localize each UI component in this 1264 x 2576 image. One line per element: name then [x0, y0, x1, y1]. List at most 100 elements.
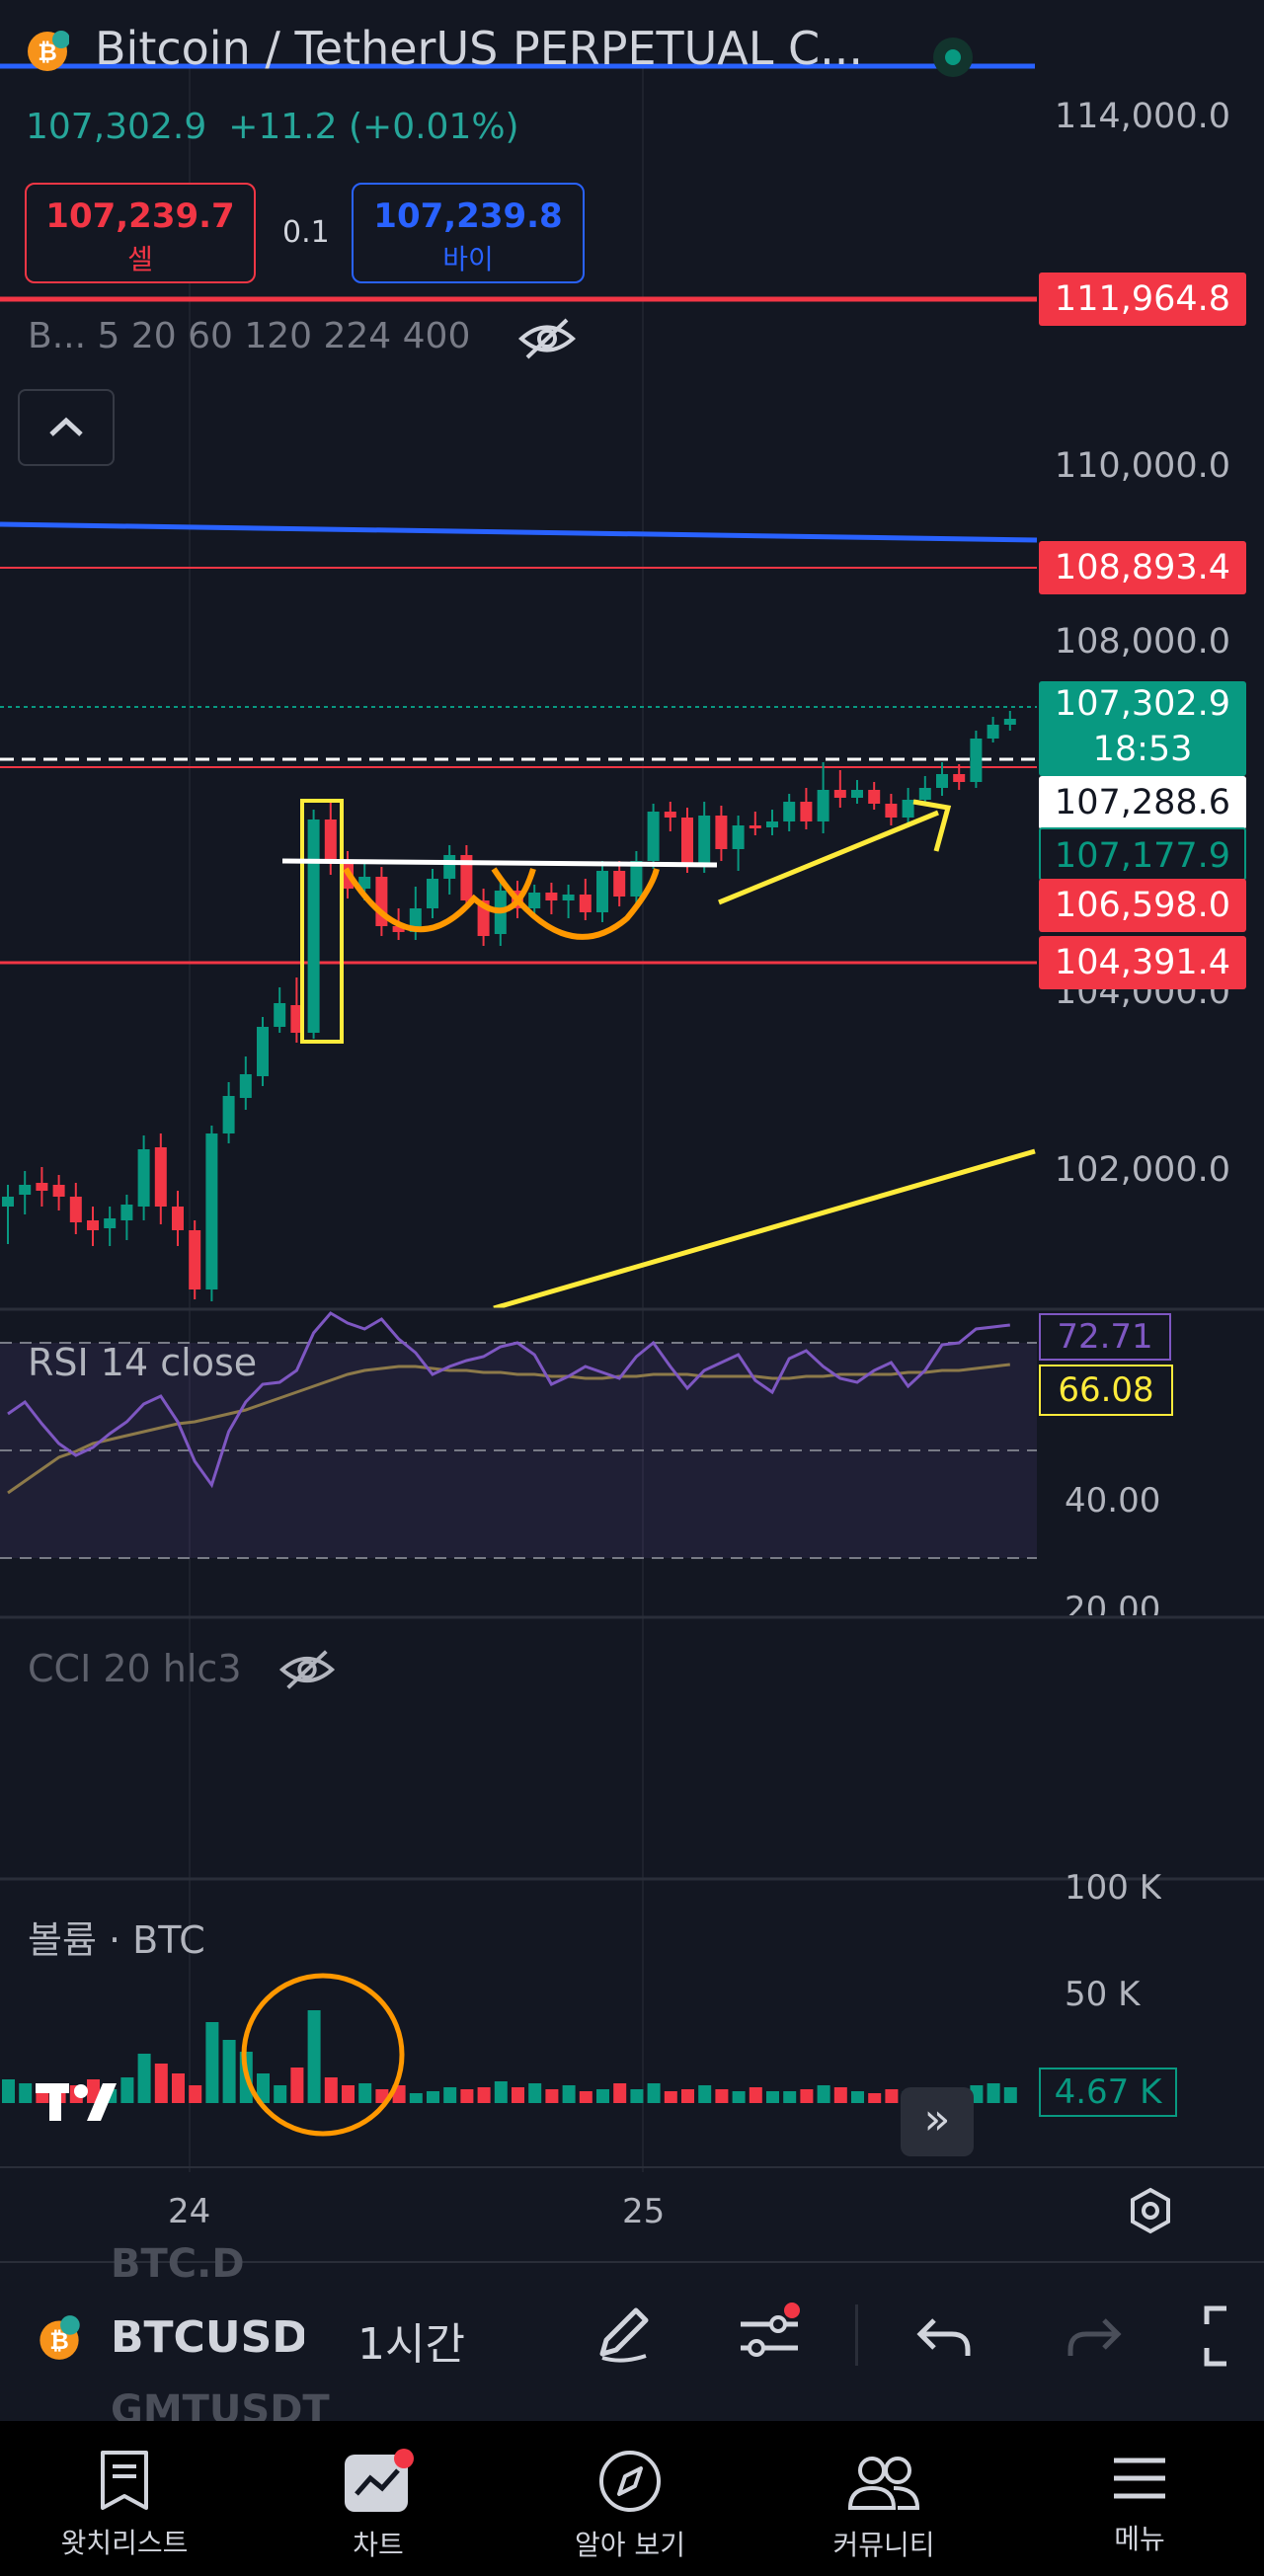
- volume-label[interactable]: 볼륨 · BTC: [28, 1918, 205, 1962]
- cci-label[interactable]: CCI 20 hlc3: [28, 1647, 242, 1690]
- candle-body: [902, 800, 914, 818]
- volume-bar: [443, 2087, 457, 2103]
- candle-body: [545, 893, 558, 900]
- volume-bar: [409, 2093, 423, 2103]
- highlight-box: [300, 799, 344, 1044]
- chart-toolbar: [0, 2261, 1264, 2423]
- settings-hex-icon[interactable]: [1126, 2186, 1175, 2239]
- volume-bar: [172, 2073, 185, 2103]
- candle-body: [52, 1185, 65, 1197]
- rsi-axis-label: 40.00: [1065, 1481, 1161, 1521]
- candle-body: [120, 1205, 133, 1220]
- blue-trend-line: [0, 521, 1038, 543]
- candle-body: [817, 790, 830, 821]
- level-price-tag[interactable]: 107,177.9: [1039, 827, 1246, 881]
- volume-bar: [749, 2087, 762, 2103]
- candle-body: [664, 812, 676, 818]
- volume-bar: [512, 2087, 524, 2103]
- price-axis-label: 108,000.0: [1054, 622, 1230, 662]
- nav-community[interactable]: 커뮤니티: [785, 2449, 983, 2563]
- eye-hidden-icon[interactable]: [517, 316, 577, 365]
- volume-bar: [222, 2040, 236, 2103]
- volume-bar: [1003, 2087, 1017, 2103]
- candle-body: [681, 818, 693, 863]
- bitcoin-icon: ₿: [26, 30, 70, 73]
- last-price-tag: 107,302.9 18:53: [1039, 681, 1246, 776]
- volume-bar: [2, 2079, 15, 2103]
- undo-icon[interactable]: [912, 2306, 976, 2370]
- rsi-label[interactable]: RSI 14 close: [28, 1341, 258, 1384]
- candle-body: [698, 816, 711, 863]
- candle-body: [613, 871, 626, 897]
- candle-body: [630, 861, 643, 897]
- nav-menu[interactable]: 메뉴: [1041, 2449, 1238, 2557]
- sell-button[interactable]: 107,239.7 셀: [25, 183, 256, 283]
- volume-bar: [307, 2010, 321, 2103]
- yellow-trend-line: [493, 1148, 1036, 1311]
- volume-bar: [189, 2085, 202, 2103]
- collapse-legend-button[interactable]: [18, 389, 115, 466]
- eye-hidden-icon[interactable]: [278, 1647, 336, 1696]
- sell-label: 셀: [127, 243, 153, 275]
- candle-body: [732, 825, 745, 849]
- price-axis-label: 102,000.0: [1054, 1150, 1230, 1190]
- volume-bar: [800, 2089, 814, 2103]
- volume-bar: [528, 2083, 542, 2103]
- redo-icon[interactable]: [1063, 2306, 1126, 2370]
- candle-body: [2, 1197, 14, 1207]
- toolbar-divider: [855, 2304, 858, 2366]
- volume-bar: [833, 2087, 847, 2103]
- volume-bar: [596, 2089, 609, 2103]
- candle-body: [918, 788, 931, 800]
- scroll-to-realtime-button[interactable]: »: [901, 2087, 974, 2156]
- nav-explore[interactable]: 알아 보기: [531, 2449, 729, 2563]
- nav-watchlist[interactable]: 왓치리스트: [26, 2449, 223, 2561]
- tradingview-logo: [36, 2083, 117, 2121]
- bar-countdown: 18:53: [1092, 730, 1193, 769]
- level-price-tag[interactable]: 104,391.4: [1039, 936, 1246, 989]
- symbol-selector[interactable]: BTCUSDT: [111, 2312, 304, 2363]
- rsi-line: [7, 1311, 1010, 1489]
- candle-body: [189, 1230, 201, 1289]
- drawing-pencil-icon[interactable]: [589, 2299, 658, 2372]
- ma-legend[interactable]: B... 5 20 60 120 224 400: [28, 316, 471, 356]
- volume-bar: [545, 2089, 559, 2103]
- candle-body: [868, 790, 881, 804]
- rsi-ma-value-tag: 66.08: [1039, 1365, 1173, 1416]
- level-price-tag[interactable]: 106,598.0: [1039, 879, 1246, 932]
- nav-label: 커뮤니티: [832, 2529, 935, 2561]
- volume-bar: [290, 2068, 304, 2103]
- symbol-title[interactable]: Bitcoin / TetherUS PERPETUAL C...: [95, 22, 864, 75]
- alert-price-tag[interactable]: 111,964.8: [1039, 273, 1246, 326]
- volume-circle-annotation: [241, 1973, 405, 2137]
- fullscreen-icon[interactable]: [1203, 2304, 1264, 2372]
- interval-selector[interactable]: 1시간: [357, 2319, 465, 2370]
- nav-chart[interactable]: 차트: [279, 2449, 477, 2563]
- last-price: 107,302.9: [26, 107, 207, 147]
- candle-body: [172, 1207, 184, 1230]
- volume-bar: [698, 2085, 712, 2103]
- buy-price: 107,239.8: [373, 196, 563, 236]
- candle-body: [987, 725, 999, 739]
- volume-bar: [358, 2083, 372, 2103]
- candle-body: [715, 816, 728, 849]
- market-status-indicator: [933, 38, 973, 77]
- chart-canvas[interactable]: [0, 0, 1264, 2261]
- volume-bar: [205, 2022, 219, 2103]
- alert-price-tag[interactable]: 108,893.4: [1039, 541, 1246, 594]
- chevron-up-icon: [49, 417, 83, 436]
- buy-button[interactable]: 107,239.8 바이: [352, 183, 585, 283]
- buy-label: 바이: [442, 243, 494, 275]
- volume-bar: [715, 2089, 729, 2103]
- candle-body: [936, 774, 948, 788]
- candle-body: [392, 926, 405, 932]
- cup-right-curve: [491, 867, 660, 940]
- level-price-tag[interactable]: 107,288.6: [1039, 776, 1246, 829]
- date-axis-label: 25: [622, 2192, 666, 2231]
- volume-bar: [19, 2083, 33, 2103]
- bottom-navigation: [0, 2421, 1264, 2576]
- candle-body: [257, 1027, 269, 1076]
- volume-bar: [630, 2089, 644, 2103]
- indicators-icon[interactable]: [735, 2303, 804, 2372]
- svg-text:₿: ₿: [49, 2327, 69, 2355]
